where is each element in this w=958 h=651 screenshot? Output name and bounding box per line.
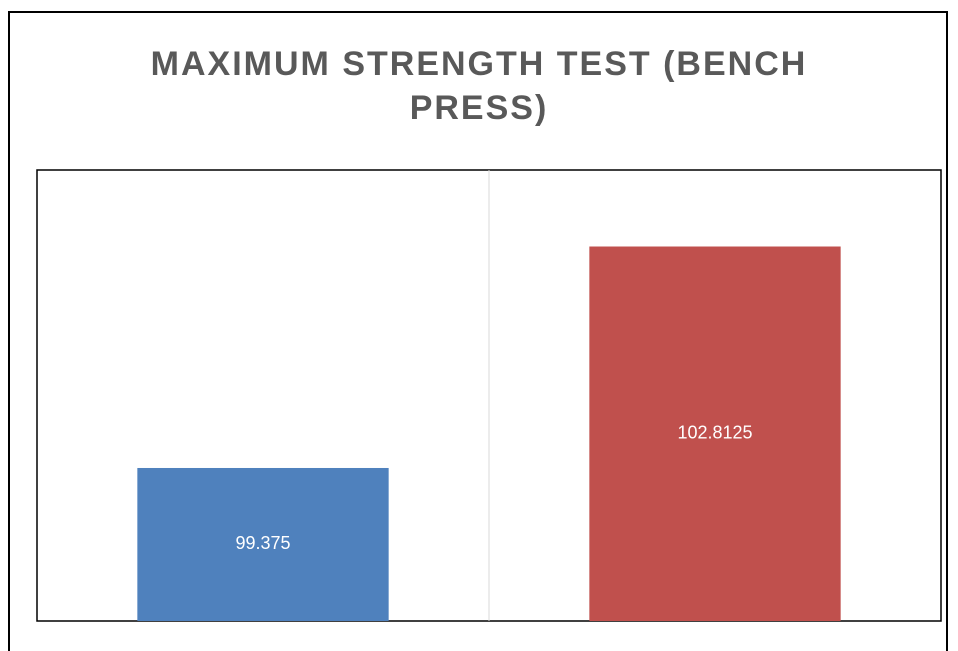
bar: [137, 467, 389, 621]
bar: [589, 246, 841, 622]
chart-title: MAXIMUM STRENGTH TEST (BENCH PRESS): [150, 45, 808, 127]
data-label: 102.8125: [677, 423, 752, 443]
chart-frame: [8, 11, 948, 651]
data-label: 99.375: [235, 533, 290, 553]
